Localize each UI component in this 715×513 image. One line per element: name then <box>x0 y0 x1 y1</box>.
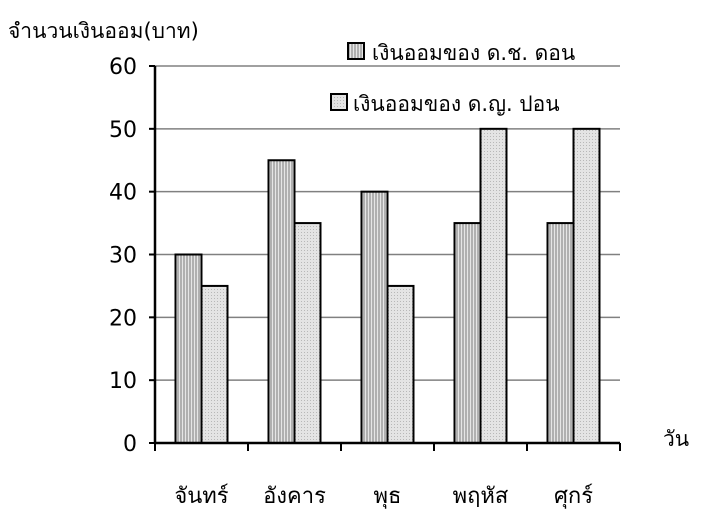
legend-label-series-2: เงินออมของ ด.ญ. ปอน <box>353 92 560 116</box>
bars <box>174 127 601 444</box>
y-tick-label-60: 60 <box>109 55 137 80</box>
x-category-label-1: จันทร์ <box>174 484 228 509</box>
legend: เงินออมของ ด.ช. ดอน เงินออมของ ด.ญ. ปอน <box>330 41 575 116</box>
bar-series-2-5 <box>572 127 601 444</box>
y-tick-label-10: 10 <box>109 369 137 394</box>
legend-label-series-1: เงินออมของ ด.ช. ดอน <box>372 41 575 65</box>
legend-swatch-series-1 <box>347 42 365 60</box>
bar-series-1-5 <box>546 222 575 444</box>
y-axis-label: จำนวนเงินออม(บาท) <box>8 19 199 43</box>
legend-swatch-series-2 <box>330 93 348 111</box>
bar-series-2-3 <box>386 284 415 444</box>
y-tick-label-40: 40 <box>109 181 137 206</box>
x-axis-label: วัน <box>663 427 689 451</box>
x-category-label-5: ศุกร์ <box>554 484 593 509</box>
y-tick-label-30: 30 <box>109 244 137 269</box>
y-tick-label-0: 0 <box>123 432 137 457</box>
axes <box>149 65 621 451</box>
bar-series-1-3 <box>360 190 389 444</box>
x-category-label-4: พฤหัส <box>453 484 509 509</box>
x-category-label-3: พุธ <box>374 484 402 509</box>
x-category-labels: จันทร์ อังคาร พุธ พฤหัส ศุกร์ <box>174 484 593 509</box>
y-tick-label-50: 50 <box>109 118 137 143</box>
x-category-label-2: อังคาร <box>263 484 326 509</box>
bar-series-1-2 <box>267 159 296 444</box>
y-tick-labels: 0 10 20 30 40 50 60 <box>109 55 137 457</box>
bar-series-2-2 <box>293 222 322 444</box>
bar-series-1-1 <box>174 253 203 444</box>
bar-series-1-4 <box>453 222 482 444</box>
y-tick-label-20: 20 <box>109 306 137 331</box>
bar-series-2-1 <box>200 284 229 444</box>
bar-series-2-4 <box>479 127 508 444</box>
